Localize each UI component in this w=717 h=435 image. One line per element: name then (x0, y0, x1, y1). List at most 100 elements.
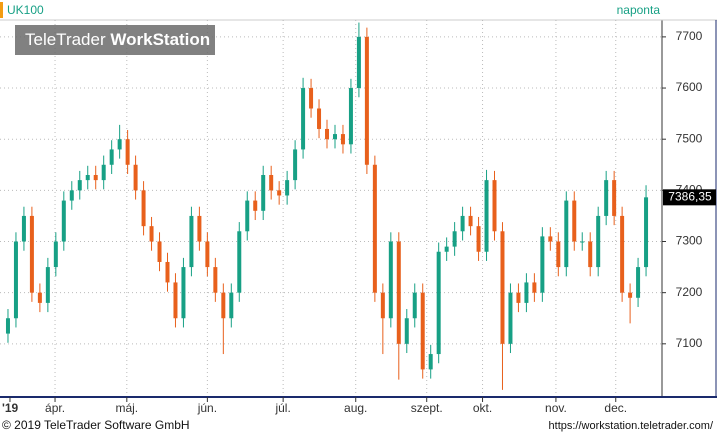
candle-body (309, 88, 314, 109)
candle-body (348, 88, 353, 145)
candle-body (149, 226, 154, 242)
candle-body (428, 354, 433, 370)
chart-title: UK100 (7, 3, 44, 17)
candle-body (29, 215, 34, 293)
footer-right: https://workstation.teletrader.com/ (549, 420, 714, 432)
y-tick-label: 7300 (676, 234, 703, 248)
candle-body (580, 241, 585, 243)
x-tick-label: ápr. (45, 401, 65, 415)
candle-body (444, 246, 449, 252)
candle-body (21, 215, 26, 242)
candle-body (45, 267, 50, 303)
candle-body (85, 175, 90, 181)
candle-body (556, 241, 561, 268)
candle-body (612, 180, 617, 216)
candle-body (141, 190, 146, 227)
candle-body (404, 318, 409, 344)
y-tick-label: 7500 (676, 131, 703, 145)
candle-body (261, 175, 266, 211)
candle-body (620, 215, 625, 293)
candle-body (165, 261, 170, 283)
candle-body (157, 241, 162, 262)
candle-body (205, 241, 210, 268)
candle-body (269, 175, 274, 191)
candle-body (237, 231, 242, 293)
x-tick-label: dec. (604, 401, 627, 415)
candle-body (508, 292, 513, 344)
candle-body (524, 282, 529, 303)
candle-body (277, 190, 282, 196)
candle-body (548, 236, 553, 242)
candle-body (93, 175, 98, 181)
candle-body (221, 292, 226, 319)
candle-body (61, 200, 66, 242)
candle-body (588, 241, 593, 268)
candle-body (53, 241, 58, 268)
axes: 7100720073007400750076007700'19ápr.máj.j… (2, 29, 716, 415)
candle-body (69, 190, 74, 201)
candle-body (77, 180, 82, 191)
candle-body (197, 215, 202, 242)
candle-body (396, 241, 401, 344)
candle-body (388, 241, 393, 319)
candle-body (468, 215, 473, 227)
x-tick-label: máj. (115, 401, 138, 415)
candle-body (436, 251, 441, 355)
candle-body (628, 292, 633, 298)
y-tick-label: 7600 (676, 80, 703, 94)
candle-body (604, 180, 609, 216)
candle-body (540, 236, 545, 293)
candle-body (173, 282, 178, 319)
candle-body (420, 292, 425, 370)
candle-body (101, 164, 106, 181)
x-tick-label: nov. (545, 401, 567, 415)
candle-body (476, 226, 481, 252)
x-tick-label: '19 (2, 401, 19, 415)
candle-body (500, 231, 505, 344)
candle-body (229, 292, 234, 319)
candle-body (181, 267, 186, 319)
watermark-box (15, 25, 215, 55)
y-tick-label: 7700 (676, 29, 703, 43)
x-tick-label: júl. (274, 401, 290, 415)
candle-body (564, 200, 569, 268)
chart-subtitle: naponta (617, 3, 661, 17)
candle-body (364, 36, 369, 165)
x-tick-label: jún. (197, 401, 217, 415)
candle-body (117, 139, 122, 150)
candle-body (285, 180, 290, 196)
candle-body (340, 134, 345, 145)
y-tick-label: 7100 (676, 336, 703, 350)
candle-body (245, 200, 250, 232)
y-tick-label: 7200 (676, 285, 703, 299)
candle-body (213, 267, 218, 293)
last-value-box (663, 189, 716, 206)
candle-body (516, 292, 521, 303)
candle-body (356, 36, 361, 89)
candle-body (133, 164, 138, 191)
footer-left: © 2019 TeleTrader Software GmbH (2, 418, 190, 432)
last-value-label: 7386,35 (668, 190, 712, 204)
candle-body (532, 282, 537, 293)
watermark: TeleTrader WorkStation (25, 30, 210, 49)
watermark-part: WorkStation (110, 30, 210, 49)
x-tick-label: aug. (344, 401, 367, 415)
candle-body (253, 200, 258, 211)
candle-body (189, 215, 194, 268)
candle-body (412, 292, 417, 319)
x-tick-label: szept. (411, 401, 443, 415)
candle-body (372, 164, 377, 293)
x-tick-label: okt. (473, 401, 492, 415)
candle-body (5, 318, 10, 334)
candle-body (596, 215, 601, 268)
candle-body (125, 139, 130, 165)
candle-body (37, 292, 42, 303)
title-marker (0, 2, 3, 18)
watermark-part: TeleTrader (25, 30, 106, 49)
candle-body (317, 108, 322, 129)
candle-body (644, 197, 649, 268)
candle-body (325, 128, 330, 140)
candle-body (636, 267, 641, 298)
candles (5, 22, 649, 390)
